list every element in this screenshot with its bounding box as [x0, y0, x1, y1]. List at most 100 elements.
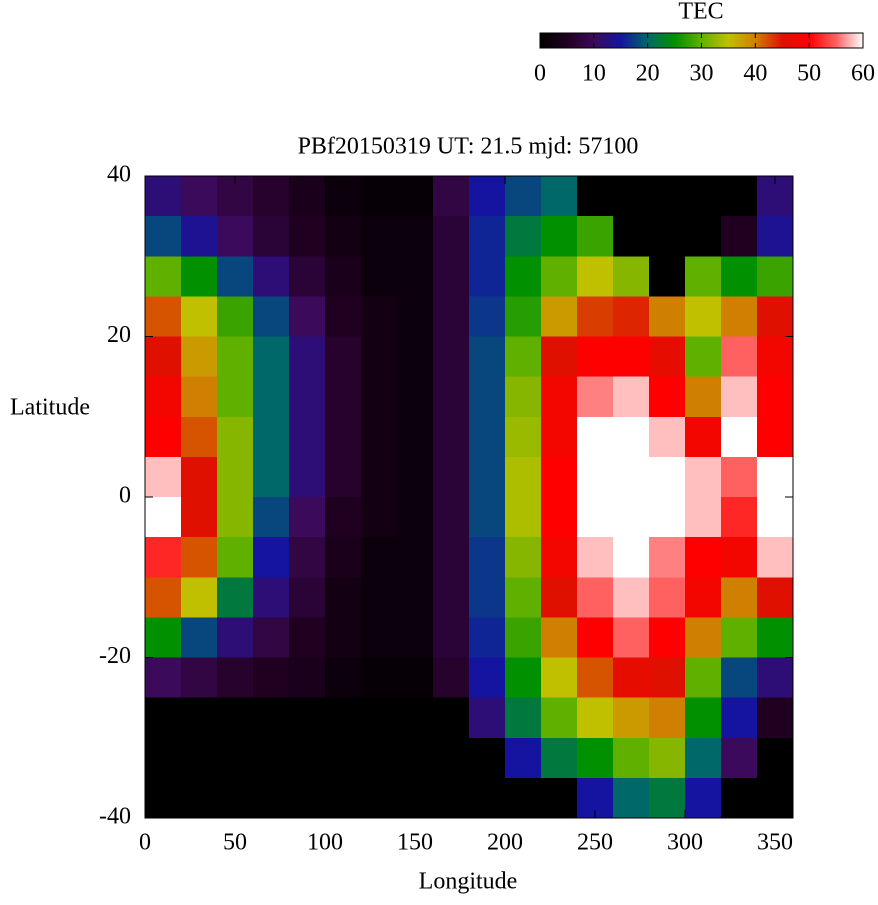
heatmap-cell	[145, 617, 182, 658]
heatmap-cell	[397, 216, 434, 257]
x-tick-label: 0	[139, 830, 151, 856]
heatmap-cell	[397, 376, 434, 418]
heatmap-cell	[217, 216, 254, 257]
heatmap-cell	[289, 577, 326, 618]
heatmap-cell	[217, 537, 254, 578]
heatmap-cell	[541, 456, 578, 498]
heatmap-cell	[649, 336, 686, 378]
heatmap-cell	[649, 537, 686, 578]
heatmap-cell	[577, 497, 614, 538]
heatmap-cell	[649, 176, 686, 217]
colorbar-label: TEC	[678, 0, 723, 25]
heatmap-cell	[253, 336, 290, 378]
heatmap-cell	[469, 296, 506, 337]
heatmap-cell	[685, 376, 722, 418]
heatmap-cell	[253, 537, 290, 578]
heatmap-cell	[757, 537, 794, 578]
heatmap-cell	[613, 617, 650, 658]
heatmap-cell	[685, 296, 722, 337]
heatmap-cell	[325, 577, 362, 618]
heatmap-cell	[649, 456, 686, 498]
heatmap-cell	[325, 216, 362, 257]
heatmap-cell	[757, 296, 794, 337]
heatmap-cell	[361, 617, 398, 658]
heatmap-cell	[217, 697, 254, 739]
heatmap-cell	[181, 336, 218, 378]
heatmap-cell	[757, 617, 794, 658]
y-tick-label: 40	[107, 162, 131, 188]
heatmap-cell	[433, 537, 470, 578]
heatmap-cell	[433, 216, 470, 257]
heatmap-cell	[397, 537, 434, 578]
heatmap-cell	[325, 296, 362, 337]
heatmap-cell	[325, 777, 362, 819]
heatmap-cell	[613, 497, 650, 538]
heatmap-cell	[721, 737, 758, 779]
y-tick-label: -40	[99, 804, 131, 830]
heatmap-cell	[505, 176, 542, 217]
heatmap-cell	[433, 416, 470, 458]
heatmap-cell	[361, 497, 398, 538]
heatmap-cell	[757, 577, 794, 618]
heatmap-cell	[469, 376, 506, 418]
heatmap-cell	[577, 577, 614, 618]
heatmap-cell	[217, 497, 254, 538]
heatmap-cell	[289, 497, 326, 538]
heatmap-cell	[649, 216, 686, 257]
heatmap-cell	[181, 617, 218, 658]
heatmap-cell	[253, 376, 290, 418]
colorbar-tick-label: 60	[851, 61, 875, 87]
heatmap-cell	[397, 416, 434, 458]
heatmap-cell	[541, 256, 578, 297]
heatmap-cell	[577, 456, 614, 498]
heatmap-cell	[253, 737, 290, 779]
heatmap-cell	[433, 697, 470, 739]
heatmap-cell	[721, 697, 758, 739]
heatmap-cell	[685, 617, 722, 658]
heatmap-cell	[433, 296, 470, 337]
heatmap-cell	[469, 577, 506, 618]
heatmap-cell	[469, 336, 506, 378]
heatmap-cell	[721, 296, 758, 337]
colorbar-tick-label: 50	[797, 61, 821, 87]
heatmap-cell	[145, 777, 182, 819]
heatmap-cell	[721, 376, 758, 418]
heatmap-cell	[433, 256, 470, 297]
x-tick-label: 200	[487, 830, 523, 856]
heatmap-cell	[685, 577, 722, 618]
heatmap-cell	[433, 336, 470, 378]
heatmap-cell	[469, 737, 506, 779]
heatmap-cell	[541, 617, 578, 658]
heatmap-cell	[721, 497, 758, 538]
heatmap-cell	[685, 256, 722, 297]
heatmap-cell	[757, 416, 794, 458]
heatmap-cell	[613, 577, 650, 618]
heatmap-cell	[289, 176, 326, 217]
heatmap-cell	[217, 737, 254, 779]
heatmap-cell	[577, 256, 614, 297]
heatmap-cell	[685, 737, 722, 779]
heatmap-cell	[181, 456, 218, 498]
heatmap-cell	[145, 657, 182, 699]
heatmap-cell	[649, 416, 686, 458]
heatmap-cell	[721, 657, 758, 699]
heatmap-cell	[649, 376, 686, 418]
heatmap-cell	[433, 577, 470, 618]
heatmap-cell	[721, 256, 758, 297]
heatmap-cell	[433, 777, 470, 819]
heatmap-cell	[433, 176, 470, 217]
heatmap-cell	[289, 657, 326, 699]
heatmap-cell	[649, 697, 686, 739]
x-tick-label: 150	[397, 830, 433, 856]
heatmap-cell	[289, 296, 326, 337]
x-tick-label: 300	[667, 830, 703, 856]
heatmap-cell	[505, 577, 542, 618]
heatmap-cell	[613, 737, 650, 779]
heatmap-cell	[181, 777, 218, 819]
heatmap-cell	[397, 336, 434, 378]
heatmap-cell	[181, 537, 218, 578]
heatmap-cell	[325, 657, 362, 699]
heatmap-cell	[397, 737, 434, 779]
heatmap-cell	[253, 216, 290, 257]
heatmap-cell	[721, 617, 758, 658]
